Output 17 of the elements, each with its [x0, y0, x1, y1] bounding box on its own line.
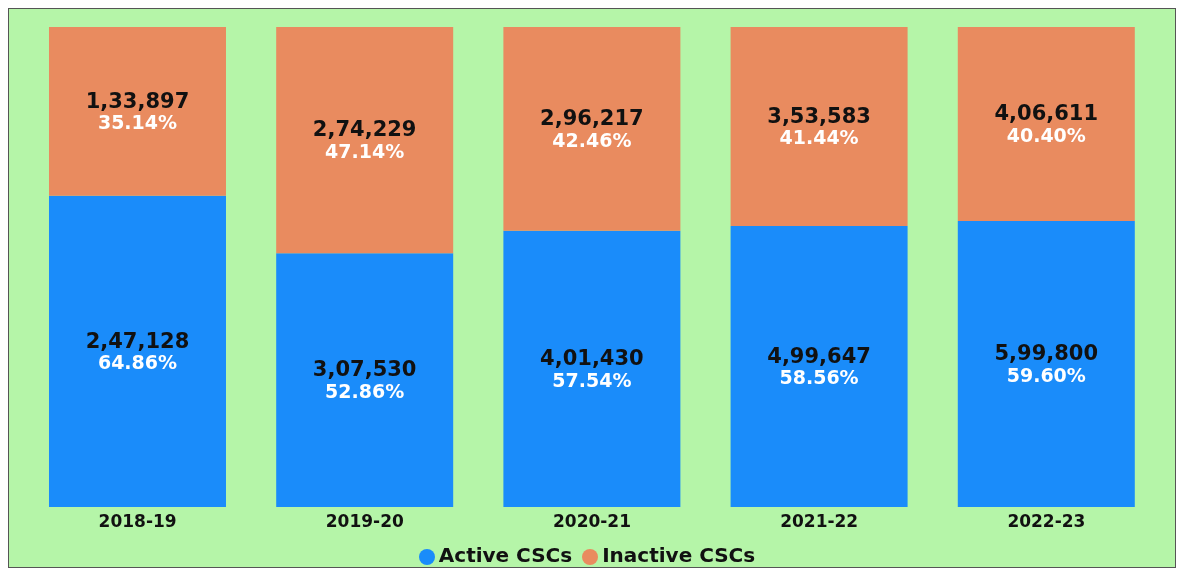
data-label: 5,99,800 59.60%	[994, 341, 1099, 386]
data-label: 4,06,611 40.40%	[994, 101, 1099, 146]
x-tick-label: 2020-21	[552, 511, 632, 532]
legend-label: Active CSCs	[438, 543, 573, 567]
data-label: 2,96,217 42.46%	[540, 106, 644, 151]
x-tick-label: 2022-23	[1007, 511, 1086, 532]
legend-label: Inactive CSCs	[602, 543, 756, 567]
data-label: 4,99,647 58.56%	[767, 343, 871, 389]
data-label: 2,74,229 47.14%	[312, 117, 417, 162]
x-tick-label: 2018-19	[98, 511, 177, 532]
data-label: 4,01,430 57.54%	[540, 346, 644, 391]
data-label: 3,53,583 41.44%	[767, 103, 871, 149]
data-label: 2,47,128 64.86%	[85, 328, 190, 373]
data-label: 3,07,530 52.86%	[312, 357, 417, 402]
x-tick-label: 2019-20	[325, 511, 404, 532]
x-tick-label: 2021-22	[780, 511, 859, 532]
data-label: 1,33,897 35.14%	[85, 88, 190, 133]
